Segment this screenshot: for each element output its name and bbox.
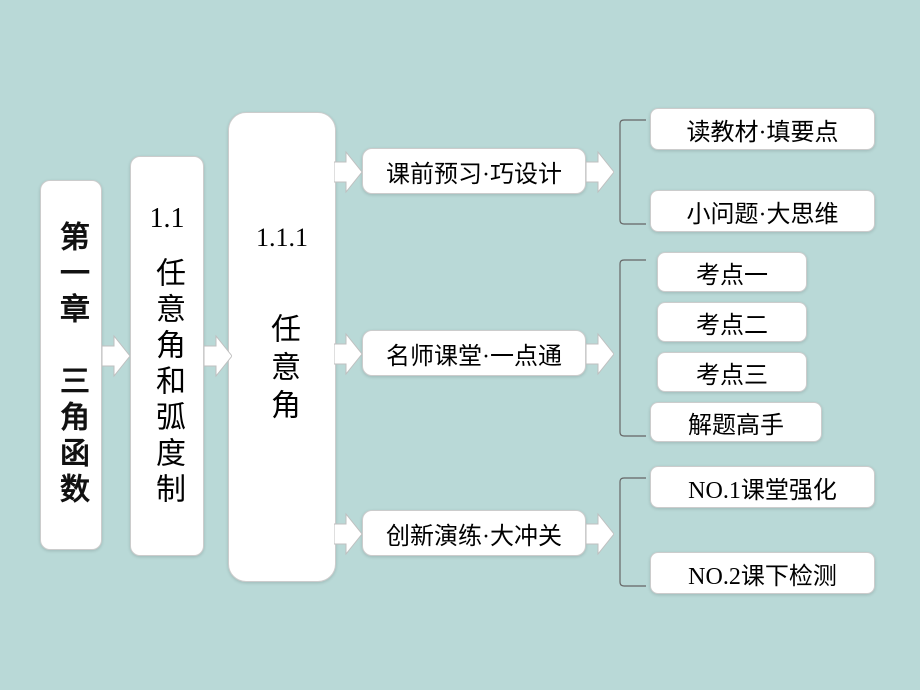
leaf-p2-label: 考点二 — [696, 305, 768, 340]
level1-chapter: 第一章 三角函数 — [40, 180, 102, 550]
mid-practice-label: 创新演练·大冲关 — [386, 516, 562, 551]
leaf-p3: 考点三 — [657, 352, 807, 392]
mid-preview-label: 课前预习·巧设计 — [386, 154, 562, 189]
mid-practice: 创新演练·大冲关 — [362, 510, 586, 556]
leaf-p2: 考点二 — [657, 302, 807, 342]
leaf-p1-label: 考点一 — [696, 255, 768, 290]
level1-label: 第一章 三角函数 — [49, 221, 93, 509]
level3-label: 任意角 — [260, 313, 304, 427]
bracket-br1 — [618, 118, 646, 226]
leaf-solv-label: 解题高手 — [688, 405, 784, 440]
arrow-a43 — [586, 512, 614, 556]
mid-teach: 名师课堂·一点通 — [362, 330, 586, 376]
level3-subsection: 1.1.1 任意角 — [228, 112, 336, 582]
arrow-a42 — [586, 332, 614, 376]
arrow-a2 — [204, 334, 232, 378]
arrow-a33 — [334, 512, 362, 556]
leaf-no1-label: NO.1课堂强化 — [688, 470, 837, 505]
leaf-no2-label: NO.2课下检测 — [688, 556, 837, 591]
arrow-a1 — [102, 334, 130, 378]
leaf-think-label: 小问题·大思维 — [687, 194, 839, 229]
level3-number: 1.1.1 — [256, 223, 308, 253]
mid-preview: 课前预习·巧设计 — [362, 148, 586, 194]
arrow-a41 — [586, 150, 614, 194]
level2-section: 1.1 任意角和弧度制 — [130, 156, 204, 556]
leaf-read-label: 读教材·填要点 — [687, 112, 839, 147]
leaf-no2: NO.2课下检测 — [650, 552, 875, 594]
bracket-br2 — [618, 258, 646, 438]
leaf-read: 读教材·填要点 — [650, 108, 875, 150]
bracket-br3 — [618, 476, 646, 588]
arrow-a31 — [334, 150, 362, 194]
level2-number: 1.1 — [150, 203, 185, 235]
leaf-p3-label: 考点三 — [696, 355, 768, 390]
leaf-p1: 考点一 — [657, 252, 807, 292]
level2-label: 任意角和弧度制 — [145, 257, 189, 509]
arrow-a32 — [334, 332, 362, 376]
leaf-think: 小问题·大思维 — [650, 190, 875, 232]
leaf-solv: 解题高手 — [650, 402, 822, 442]
mid-teach-label: 名师课堂·一点通 — [386, 336, 562, 371]
leaf-no1: NO.1课堂强化 — [650, 466, 875, 508]
